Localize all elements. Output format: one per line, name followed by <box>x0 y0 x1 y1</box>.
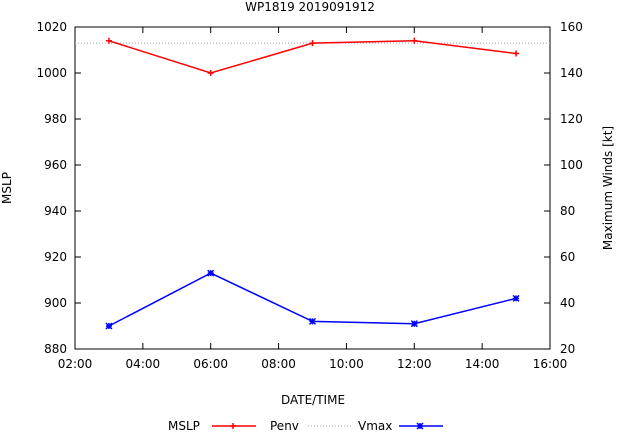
legend-title: MSLP <box>168 419 200 432</box>
legend: MSLP Penv Vmax <box>168 419 443 432</box>
y-left-tick-label: 880 <box>44 342 67 356</box>
data-point-mslp <box>309 40 316 47</box>
series-mslp <box>105 37 520 76</box>
series-layer <box>75 37 550 330</box>
legend-entry-vmax: Vmax <box>358 419 443 432</box>
x-tick-label: 14:00 <box>465 357 500 371</box>
data-point-vmax <box>512 294 520 302</box>
y-left-tick-label: 1000 <box>36 66 67 80</box>
legend-label-vmax: Vmax <box>358 419 392 432</box>
legend-marker-mslp <box>230 423 236 429</box>
y-axis-left: 880 900 920 940 960 980 1000 1020 <box>36 20 81 356</box>
y-right-tick-label: 160 <box>560 20 583 34</box>
data-point-mslp <box>513 50 520 57</box>
x-tick-label: 16:00 <box>533 357 568 371</box>
data-point-vmax <box>308 317 317 325</box>
data-point-mslp <box>411 37 418 44</box>
y-right-tick-label: 40 <box>560 296 575 310</box>
x-tick-label: 06:00 <box>193 357 228 371</box>
data-point-mslp <box>105 37 112 44</box>
y-right-tick-label: 140 <box>560 66 583 80</box>
y-left-tick-label: 920 <box>44 250 67 264</box>
legend-label-penv: Penv <box>270 419 299 432</box>
y-left-tick-label: 900 <box>44 296 67 310</box>
series-line-vmax <box>108 272 517 327</box>
x-axis-label: DATE/TIME <box>281 393 345 407</box>
x-tick-label: 10:00 <box>329 357 364 371</box>
y-left-tick-label: 980 <box>44 112 67 126</box>
y-axis-right: 20 40 60 80 100 120 140 160 <box>544 20 583 356</box>
y-left-tick-label: 940 <box>44 204 67 218</box>
legend-entry-penv: Penv <box>270 419 352 432</box>
data-point-vmax <box>105 322 113 330</box>
x-tick-label: 02:00 <box>58 357 93 371</box>
x-tick-label: 12:00 <box>397 357 432 371</box>
chart-title: WP1819 2019091912 <box>245 0 375 14</box>
y-right-tick-label: 20 <box>560 342 575 356</box>
x-tick-label: 04:00 <box>126 357 161 371</box>
x-tick-label: 08:00 <box>261 357 296 371</box>
data-point-vmax <box>207 269 215 277</box>
y-axis-right-label: Maximum Winds [kt] <box>601 126 615 250</box>
data-point-vmax <box>410 320 418 328</box>
y-left-tick-label: 960 <box>44 158 67 172</box>
y-right-tick-label: 60 <box>560 250 575 264</box>
x-axis: 02:00 04:00 06:00 08:00 10:00 12:00 14:00 16:00 <box>58 27 568 371</box>
legend-entry-mslp <box>212 423 256 429</box>
plot-frame <box>74 26 551 350</box>
y-right-tick-label: 80 <box>560 204 575 218</box>
series-vmax <box>105 269 520 330</box>
legend-marker-vmax <box>416 422 424 430</box>
y-axis-left-label: MSLP <box>0 172 14 204</box>
y-right-tick-label: 100 <box>560 158 583 172</box>
data-point-mslp <box>207 70 214 76</box>
y-left-tick-label: 1020 <box>36 20 67 34</box>
y-right-tick-label: 120 <box>560 112 583 126</box>
